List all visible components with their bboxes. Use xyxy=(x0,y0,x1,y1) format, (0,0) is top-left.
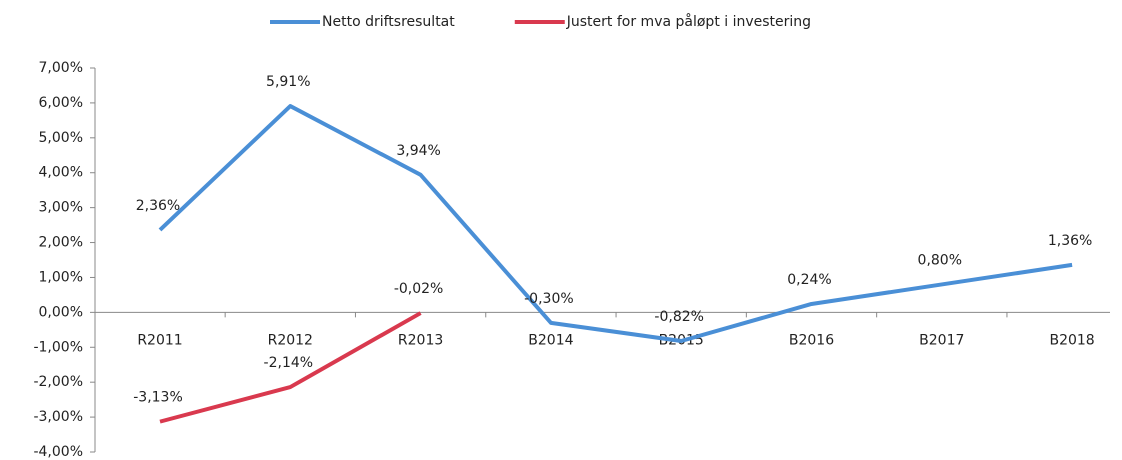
data-label: 0,24% xyxy=(787,272,831,288)
y-tick-label: 7,00% xyxy=(39,60,83,76)
y-tick-label: -1,00% xyxy=(33,339,83,355)
data-label: -0,02% xyxy=(394,281,444,297)
x-tick-label: B2017 xyxy=(919,332,964,348)
y-tick-label: -3,00% xyxy=(33,409,83,425)
data-label: 5,91% xyxy=(266,74,310,90)
x-tick-label: R2011 xyxy=(137,332,182,348)
x-tick-label: B2016 xyxy=(789,332,834,348)
y-tick-label: 2,00% xyxy=(39,235,83,251)
data-label: 0,80% xyxy=(918,252,962,268)
x-tick-label: R2013 xyxy=(398,332,443,348)
x-tick-label: B2018 xyxy=(1049,332,1094,348)
y-tick-label: -2,00% xyxy=(33,374,83,390)
legend-label: Justert for mva påløpt i investering xyxy=(566,13,811,30)
data-label: -2,14% xyxy=(264,355,314,371)
series-line xyxy=(159,311,422,424)
data-label: 1,36% xyxy=(1048,233,1092,249)
data-label: -3,13% xyxy=(133,390,183,406)
y-tick-label: 3,00% xyxy=(39,200,83,216)
data-label: 2,36% xyxy=(136,198,180,214)
y-tick-label: 5,00% xyxy=(39,130,83,146)
y-tick-label: 1,00% xyxy=(39,269,83,285)
y-tick-label: -4,00% xyxy=(33,444,83,460)
data-label: 3,94% xyxy=(396,143,440,159)
data-label: -0,82% xyxy=(654,309,704,325)
legend-label: Netto driftsresultat xyxy=(322,14,455,30)
series-line xyxy=(158,104,1073,343)
x-tick-label: B2014 xyxy=(528,332,573,348)
y-tick-label: 0,00% xyxy=(39,304,83,320)
y-tick-label: 6,00% xyxy=(39,95,83,111)
y-tick-label: 4,00% xyxy=(39,165,83,181)
x-tick-label: R2012 xyxy=(268,332,313,348)
data-label: -0,30% xyxy=(524,291,574,307)
